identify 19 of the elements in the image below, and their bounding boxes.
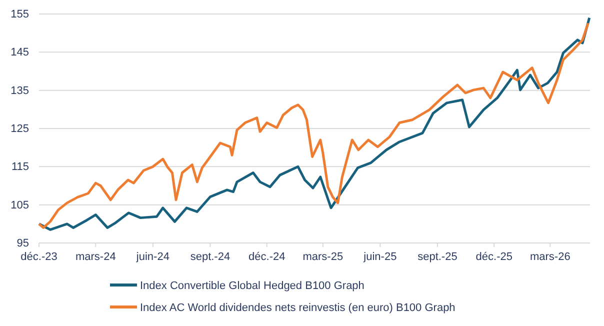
x-tick-label: déc.-25 [476, 250, 512, 263]
x-tick-label: sept.-24 [190, 250, 230, 263]
legend-label: Index AC World dividendes nets reinvestis (en euro) B100 Graph [140, 302, 456, 314]
y-tick-label: 145 [10, 46, 29, 59]
y-tick-label: 115 [11, 161, 29, 174]
x-tick-label: déc.-24 [248, 250, 286, 263]
y-tick-label: 125 [10, 123, 29, 136]
x-tick-label: déc.-23 [20, 250, 58, 263]
y-tick-label: 155 [10, 8, 29, 21]
x-tick-label: mars-25 [302, 250, 344, 263]
legend-label: Index Convertible Global Hedged B100 Graph [140, 280, 364, 292]
y-tick-label: 135 [10, 84, 29, 97]
y-tick-label: 105 [10, 199, 29, 212]
x-tick-label: mars-24 [75, 250, 116, 263]
x-tick-label: mars-26 [530, 250, 570, 263]
x-tick-label: juin-25 [362, 250, 397, 263]
x-tick-label: sept.-25 [418, 250, 458, 263]
x-tick-label: juin-24 [135, 250, 170, 263]
y-tick-label: 95 [16, 238, 29, 250]
